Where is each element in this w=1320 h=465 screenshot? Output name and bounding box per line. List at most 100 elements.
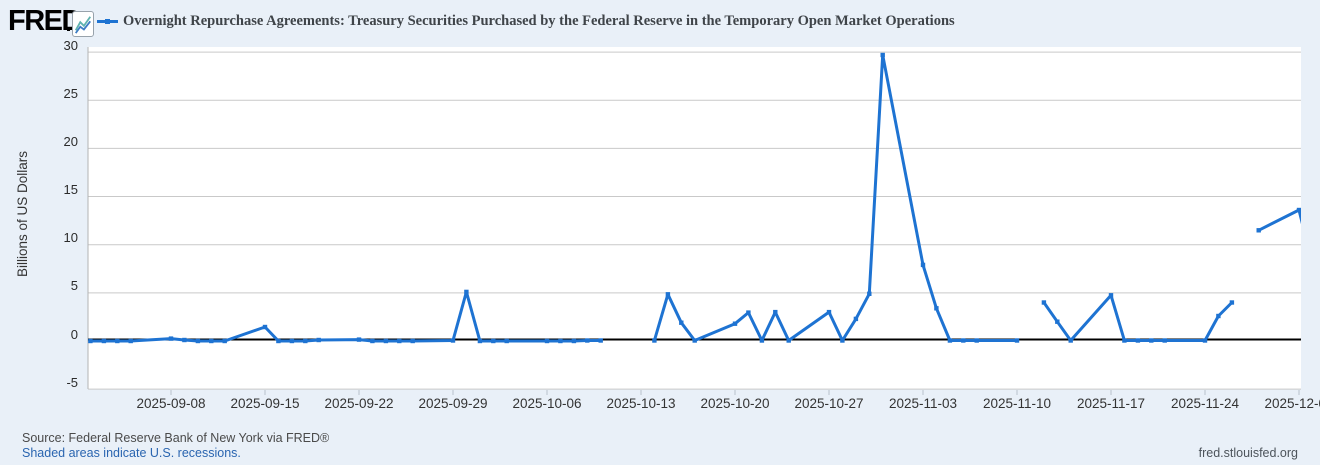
- data-point-marker: [370, 338, 375, 344]
- x-tick-label: 2025-10-13: [606, 396, 676, 411]
- y-tick-label: 0: [70, 326, 78, 342]
- data-point-marker: [410, 338, 415, 344]
- data-point-marker: [585, 338, 590, 343]
- data-point-marker: [1229, 300, 1235, 305]
- data-point-marker: [692, 338, 697, 343]
- y-tick-label: 10: [63, 230, 78, 246]
- legend-marker: [105, 19, 110, 24]
- data-point-marker: [222, 338, 227, 344]
- recessions-note-link[interactable]: Shaded areas indicate U.S. recessions.: [22, 446, 241, 460]
- data-point-marker: [397, 338, 402, 344]
- data-point-marker: [1256, 228, 1261, 233]
- data-point-marker: [491, 338, 496, 344]
- data-point-marker: [544, 338, 550, 344]
- data-point-marker: [1162, 338, 1167, 343]
- data-point-marker: [262, 324, 268, 330]
- data-point-marker: [732, 321, 738, 326]
- x-tick-label: 2025-12-01: [1264, 396, 1320, 411]
- data-point-marker: [934, 306, 939, 311]
- site-url: fred.stlouisfed.org: [1198, 446, 1298, 460]
- fred-sparkline-icon: [72, 11, 94, 37]
- y-tick-label: 20: [63, 133, 78, 149]
- x-tick-label: 2025-11-10: [982, 396, 1052, 411]
- data-point-marker: [853, 316, 859, 322]
- data-point-marker: [1149, 338, 1154, 343]
- series-legend-key: [97, 19, 118, 24]
- data-point-marker: [598, 338, 603, 343]
- y-tick-label: 25: [63, 85, 78, 101]
- data-point-marker: [1310, 262, 1314, 266]
- fred-logo-dot: [67, 28, 70, 31]
- y-tick-label: 5: [70, 278, 78, 294]
- data-point-marker: [168, 336, 174, 341]
- data-point-marker: [1055, 319, 1060, 324]
- data-point-marker: [947, 338, 953, 343]
- data-point-marker: [558, 338, 563, 344]
- x-tick-label: 2025-10-27: [794, 396, 864, 411]
- data-point-marker: [1041, 300, 1047, 305]
- data-point-marker: [464, 289, 469, 295]
- y-axis-tick-labels: 30 25 20 15 10 5 0 -5: [0, 0, 80, 420]
- data-point-marker: [1014, 338, 1020, 343]
- data-point-marker: [773, 309, 778, 315]
- data-point-marker: [679, 320, 684, 325]
- data-point-marker: [316, 337, 321, 343]
- x-tick-label: 2025-11-24: [1170, 396, 1240, 411]
- x-tick-label: 2025-09-22: [324, 396, 394, 411]
- data-point-marker: [920, 262, 926, 268]
- x-tick-label: 2025-11-17: [1076, 396, 1146, 411]
- data-point-marker: [840, 338, 845, 343]
- data-point-marker: [961, 338, 966, 343]
- x-tick-label: 2025-09-15: [230, 396, 300, 411]
- x-tick-label: 2025-10-06: [512, 396, 582, 411]
- data-point-marker: [1296, 207, 1301, 213]
- data-point-marker: [128, 338, 133, 344]
- data-point-marker: [786, 338, 791, 343]
- data-point-marker: [746, 310, 751, 315]
- data-point-marker: [88, 338, 93, 344]
- data-point-marker: [974, 338, 979, 343]
- data-point-marker: [276, 338, 281, 344]
- y-tick-label: 15: [63, 182, 78, 198]
- data-point-marker: [115, 338, 120, 344]
- data-point-marker: [571, 338, 577, 344]
- y-tick-label: 30: [63, 37, 78, 53]
- data-point-marker: [289, 338, 295, 344]
- data-point-marker: [450, 338, 456, 343]
- data-point-marker: [652, 338, 657, 343]
- x-tick-label: 2025-11-03: [888, 396, 958, 411]
- x-tick-label: 2025-10-20: [700, 396, 770, 411]
- fred-logo[interactable]: FRED: [8, 5, 82, 37]
- data-series: [88, 52, 1314, 344]
- data-point-marker: [826, 309, 832, 315]
- data-point-marker: [209, 338, 214, 344]
- source-note: Source: Federal Reserve Bank of New York…: [22, 431, 330, 445]
- x-axis-tick-labels: 2025-09-08 2025-09-15 2025-09-22 2025-09-29…: [0, 396, 1320, 414]
- x-tick-label: 2025-09-08: [136, 396, 206, 411]
- data-point-marker: [1108, 293, 1114, 298]
- data-point-marker: [1122, 338, 1127, 343]
- chart-title: Overnight Repurchase Agreements: Treasur…: [123, 13, 955, 29]
- data-point-marker: [665, 292, 671, 297]
- data-point-marker: [504, 338, 509, 344]
- data-point-marker: [867, 291, 872, 296]
- data-point-marker: [303, 338, 308, 344]
- y-tick-label: -5: [66, 374, 78, 390]
- x-tick-label: 2025-09-29: [418, 396, 488, 411]
- data-point-marker: [759, 338, 765, 343]
- data-point-marker: [182, 337, 187, 343]
- data-point-marker: [195, 338, 201, 344]
- data-point-marker: [1202, 338, 1208, 343]
- data-point-marker: [1216, 313, 1221, 319]
- data-point-marker: [1068, 338, 1073, 343]
- data-point-marker: [383, 338, 389, 344]
- data-point-marker: [880, 52, 885, 58]
- data-point-marker: [1135, 338, 1141, 343]
- data-point-marker: [101, 338, 107, 344]
- plot-area[interactable]: [88, 47, 1301, 389]
- data-point-marker: [356, 337, 362, 342]
- series-line-segment: [652, 53, 1019, 342]
- data-point-marker: [477, 338, 483, 344]
